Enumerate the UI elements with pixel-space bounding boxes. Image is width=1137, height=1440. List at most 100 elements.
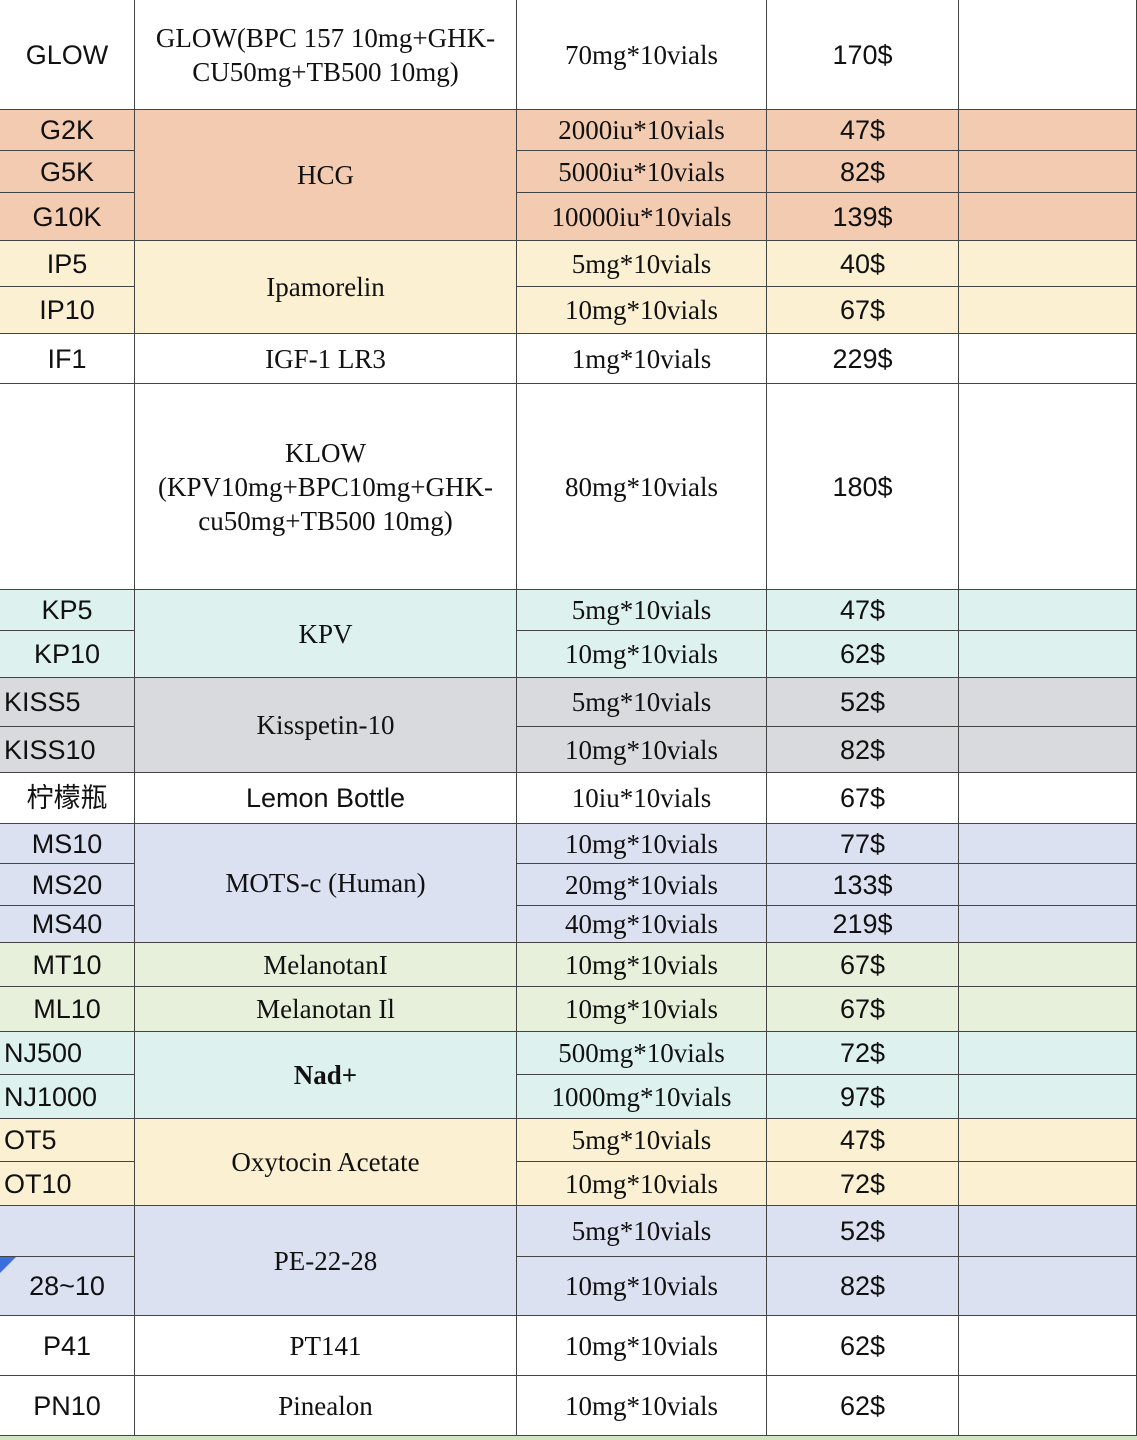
code-cell: IP10 bbox=[0, 287, 135, 334]
price-cell: 62$ bbox=[767, 631, 959, 678]
product-name: Pinealon bbox=[135, 1376, 517, 1436]
product-name: IGF-1 LR3 bbox=[135, 334, 517, 384]
empty-cell bbox=[959, 193, 1137, 241]
product-name: Melanotan Il bbox=[135, 987, 517, 1032]
empty-cell bbox=[959, 631, 1137, 678]
spec-cell: 10mg*10vials bbox=[517, 631, 767, 678]
code-cell: ML10 bbox=[0, 987, 135, 1032]
price-cell: 67$ bbox=[767, 987, 959, 1032]
price-cell: 229$ bbox=[767, 334, 959, 384]
code-cell: G10K bbox=[0, 193, 135, 241]
product-name: Ipamorelin bbox=[135, 241, 517, 334]
empty-cell bbox=[959, 241, 1137, 287]
product-name: GLOW(BPC 157 10mg+GHK-CU50mg+TB500 10mg) bbox=[135, 0, 517, 110]
product-name: Kisspetin-10 bbox=[135, 678, 517, 773]
price-cell: 72$ bbox=[767, 1162, 959, 1206]
spec-cell: 500mg*10vials bbox=[517, 1032, 767, 1075]
spec-cell: 10mg*10vials bbox=[517, 943, 767, 987]
price-cell: 170$ bbox=[767, 0, 959, 110]
code-cell: IP5 bbox=[0, 241, 135, 287]
empty-cell bbox=[959, 987, 1137, 1032]
empty-cell bbox=[959, 590, 1137, 631]
spec-cell: 70mg*10vials bbox=[517, 0, 767, 110]
empty-cell bbox=[959, 1032, 1137, 1075]
code-cell: KISS5 bbox=[0, 678, 135, 727]
spec-cell: 10mg*10vials bbox=[517, 1376, 767, 1436]
spec-cell: 80mg*10vials bbox=[517, 384, 767, 590]
empty-cell bbox=[959, 1257, 1137, 1316]
price-cell: 47$ bbox=[767, 110, 959, 151]
empty-cell bbox=[959, 1206, 1137, 1257]
product-name: Nad+ bbox=[135, 1032, 517, 1119]
code-cell: 柠檬瓶 bbox=[0, 773, 135, 824]
spec-cell: 5mg*10vials bbox=[517, 678, 767, 727]
spec-cell: 1000mg*10vials bbox=[517, 1075, 767, 1119]
code-cell: MS20 bbox=[0, 864, 135, 906]
price-cell: 67$ bbox=[767, 773, 959, 824]
price-cell: 219$ bbox=[767, 906, 959, 943]
empty-cell bbox=[959, 287, 1137, 334]
price-cell: 82$ bbox=[767, 151, 959, 193]
code-cell: MS10 bbox=[0, 824, 135, 864]
spec-cell: 5000iu*10vials bbox=[517, 151, 767, 193]
product-name: Oxytocin Acetate bbox=[135, 1119, 517, 1206]
price-cell: 47$ bbox=[767, 590, 959, 631]
spec-cell: 20mg*10vials bbox=[517, 864, 767, 906]
price-cell: 82$ bbox=[767, 1257, 959, 1316]
price-cell: 77$ bbox=[767, 824, 959, 864]
code-cell: GLOW bbox=[0, 0, 135, 110]
empty-cell bbox=[959, 906, 1137, 943]
spec-cell: 10mg*10vials bbox=[517, 287, 767, 334]
spec-cell: 5mg*10vials bbox=[517, 1119, 767, 1162]
empty-cell bbox=[959, 943, 1137, 987]
product-name: HCG bbox=[135, 110, 517, 241]
code-cell: G5K bbox=[0, 151, 135, 193]
empty-cell bbox=[959, 1075, 1137, 1119]
code-cell bbox=[0, 1206, 135, 1257]
price-cell: 139$ bbox=[767, 193, 959, 241]
spec-cell: 10mg*10vials bbox=[517, 1316, 767, 1376]
spec-cell: 10mg*10vials bbox=[517, 1257, 767, 1316]
spec-cell: 10iu*10vials bbox=[517, 773, 767, 824]
empty-cell bbox=[959, 678, 1137, 727]
spec-cell: 10mg*10vials bbox=[517, 824, 767, 864]
empty-cell bbox=[959, 824, 1137, 864]
empty-cell bbox=[959, 110, 1137, 151]
product-name: PE-22-28 bbox=[135, 1206, 517, 1316]
code-cell: 28~10 bbox=[0, 1257, 135, 1316]
empty-cell bbox=[959, 864, 1137, 906]
code-cell: NJ1000 bbox=[0, 1075, 135, 1119]
next-row-edge bbox=[0, 1436, 1137, 1440]
spec-cell: 10mg*10vials bbox=[517, 727, 767, 773]
spec-cell: 10000iu*10vials bbox=[517, 193, 767, 241]
product-name: KLOW (KPV10mg+BPC10mg+GHK-cu50mg+TB500 1… bbox=[135, 384, 517, 590]
price-cell: 62$ bbox=[767, 1376, 959, 1436]
empty-cell bbox=[959, 151, 1137, 193]
empty-cell bbox=[959, 727, 1137, 773]
spec-cell: 40mg*10vials bbox=[517, 906, 767, 943]
comment-marker bbox=[0, 1257, 16, 1273]
spec-cell: 2000iu*10vials bbox=[517, 110, 767, 151]
price-cell: 180$ bbox=[767, 384, 959, 590]
code-cell: G2K bbox=[0, 110, 135, 151]
product-name: MOTS-c (Human) bbox=[135, 824, 517, 943]
price-cell: 82$ bbox=[767, 727, 959, 773]
code-cell: PN10 bbox=[0, 1376, 135, 1436]
empty-cell bbox=[959, 773, 1137, 824]
spec-cell: 5mg*10vials bbox=[517, 1206, 767, 1257]
price-cell: 67$ bbox=[767, 943, 959, 987]
code-cell: KP5 bbox=[0, 590, 135, 631]
product-name: MelanotanI bbox=[135, 943, 517, 987]
product-name: PT141 bbox=[135, 1316, 517, 1376]
code-cell: NJ500 bbox=[0, 1032, 135, 1075]
code-cell: OT5 bbox=[0, 1119, 135, 1162]
price-cell: 133$ bbox=[767, 864, 959, 906]
code-cell: MS40 bbox=[0, 906, 135, 943]
spec-cell: 5mg*10vials bbox=[517, 241, 767, 287]
code-cell: MT10 bbox=[0, 943, 135, 987]
price-cell: 52$ bbox=[767, 678, 959, 727]
spec-cell: 10mg*10vials bbox=[517, 1162, 767, 1206]
empty-cell bbox=[959, 1376, 1137, 1436]
price-cell: 47$ bbox=[767, 1119, 959, 1162]
product-name: Lemon Bottle bbox=[135, 773, 517, 824]
